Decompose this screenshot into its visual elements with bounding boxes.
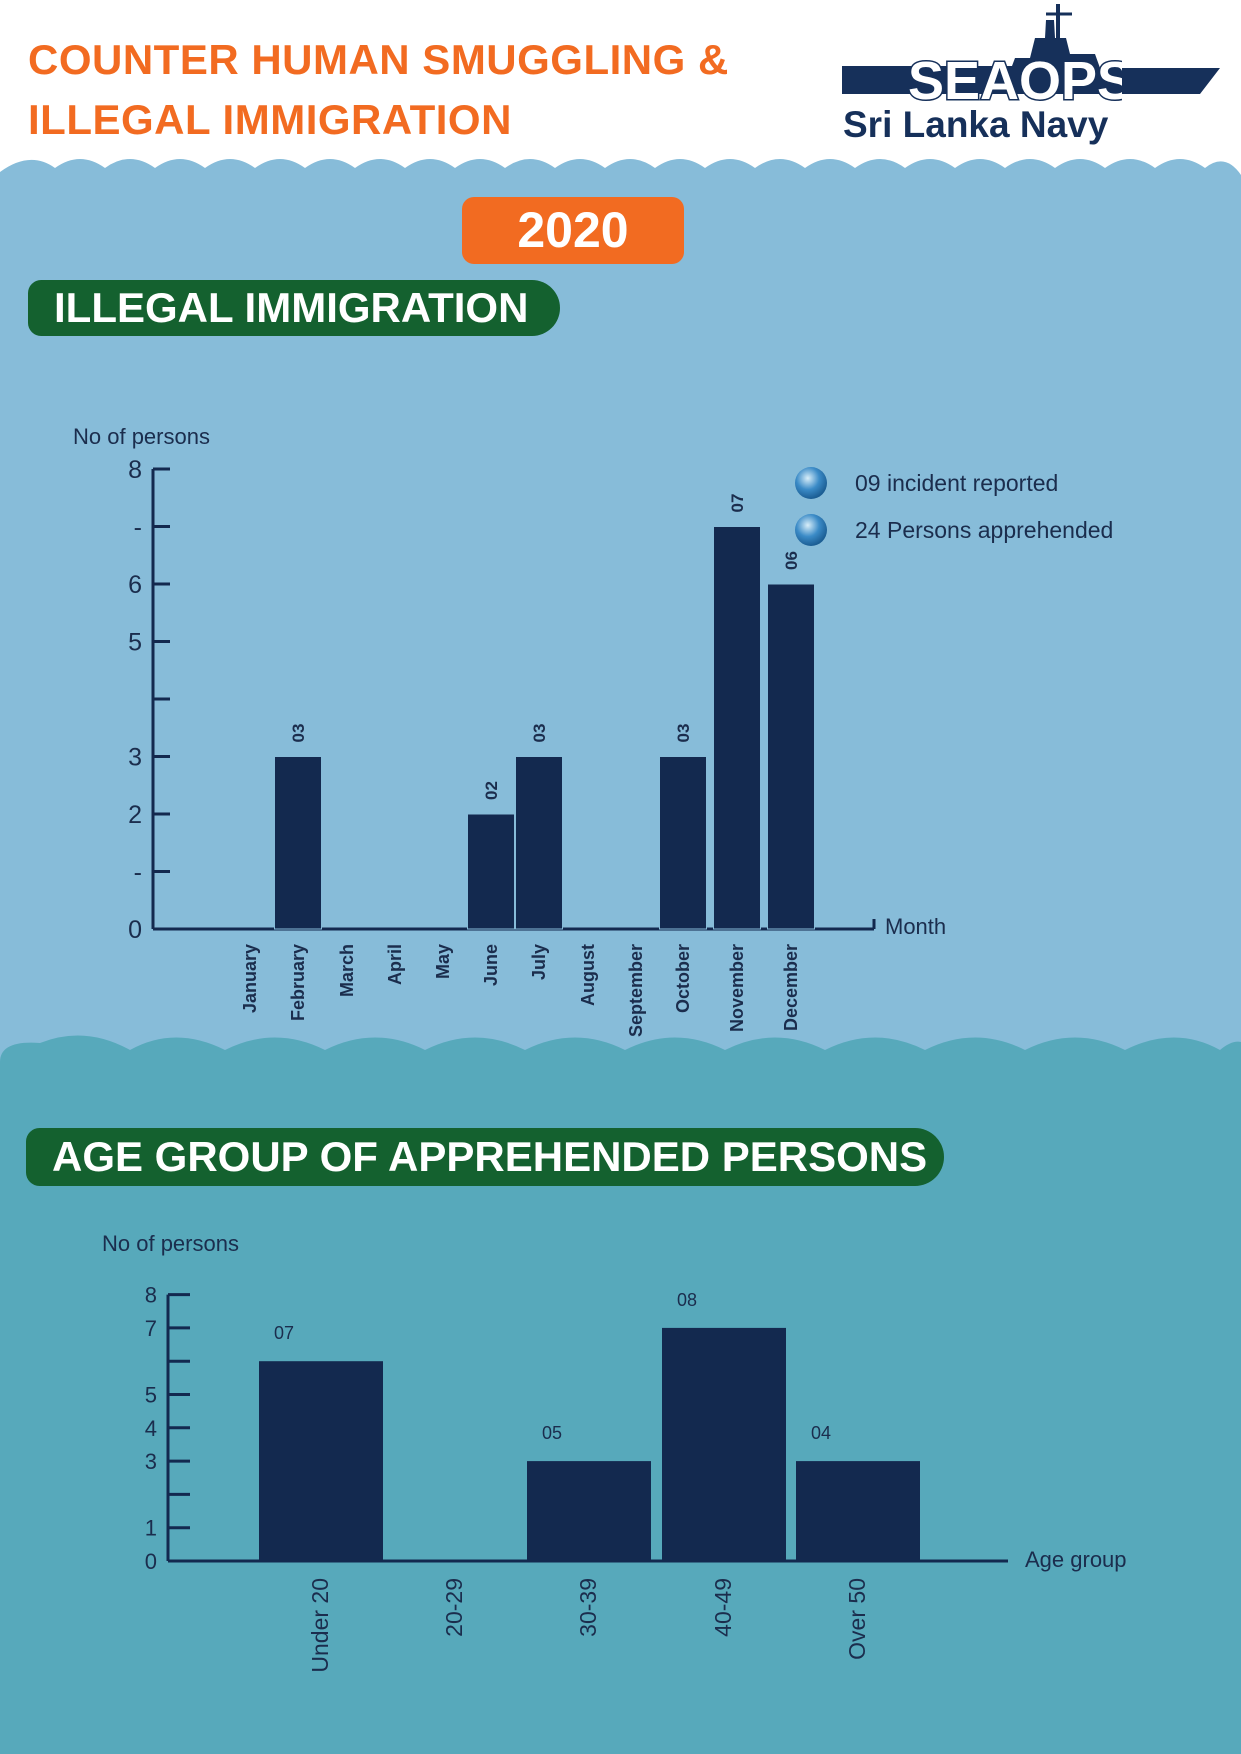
logo-subtitle: Sri Lanka Navy [843, 104, 1109, 145]
y-tick-label: 6 [128, 571, 142, 599]
bar [659, 756, 707, 930]
x-tick-label: June [481, 944, 501, 986]
x-tick-label: December [781, 944, 801, 1031]
y-axis-label: No of persons [73, 424, 210, 449]
data-label: 03 [289, 724, 308, 743]
bar [515, 756, 563, 930]
legend-entry: 09 incident reported [855, 470, 1058, 496]
data-label: 04 [811, 1423, 831, 1443]
bar [713, 526, 761, 930]
y-tick-label: 8 [145, 1283, 157, 1308]
header-wave [0, 0, 1241, 175]
y-tick-label: 5 [128, 629, 142, 657]
y-tick-label: 4 [145, 1416, 157, 1441]
y-tick-label: 3 [128, 744, 142, 772]
navy-ship-icon [842, 4, 1220, 94]
y-tick-label: 2 [128, 801, 142, 829]
lower-water [0, 1035, 1241, 1754]
legend-entry: 24 Persons apprehended [855, 517, 1113, 543]
x-tick-label: September [626, 944, 646, 1037]
y-tick-label: 3 [145, 1449, 157, 1474]
y-axis-label: No of persons [102, 1231, 239, 1256]
section-label-illegal-immigration: ILLEGAL IMMIGRATION [28, 280, 560, 336]
y-tick-label: 0 [128, 916, 142, 944]
x-tick-label: Over 50 [844, 1578, 870, 1660]
data-label: 08 [677, 1290, 697, 1310]
year-badge: 2020 [462, 197, 684, 264]
x-tick-label: January [240, 944, 260, 1013]
y-tick-label: - [134, 859, 142, 887]
bar [796, 1461, 920, 1561]
x-tick-label: 20-29 [441, 1578, 467, 1637]
page-title-line2: ILLEGAL IMMIGRATION [28, 96, 512, 143]
x-tick-label: October [673, 944, 693, 1013]
x-tick-label: February [288, 944, 308, 1021]
bar [527, 1461, 651, 1561]
x-tick-label: May [433, 944, 453, 979]
y-tick-label: - [134, 514, 142, 542]
blue-bubble-icon [795, 467, 827, 499]
page-title-line1: COUNTER HUMAN SMUGGLING & [28, 36, 729, 83]
section-label-age-group: AGE GROUP OF APPREHENDED PERSONS [26, 1128, 944, 1186]
monthly-bar-chart: No of persons Month 0 - 2 3 5 6 - 8 January 03 Fe… [73, 424, 1113, 1037]
data-label: 03 [530, 724, 549, 743]
bar [767, 583, 815, 930]
data-label: 02 [482, 781, 501, 800]
bar [259, 1361, 383, 1561]
blue-bubble-icon [795, 514, 827, 546]
x-tick-label: March [337, 944, 357, 997]
data-label: 07 [274, 1323, 294, 1343]
x-axis-label: Month [885, 914, 946, 939]
x-tick-label: April [385, 944, 405, 985]
y-tick-label: 5 [145, 1383, 157, 1408]
x-tick-label: Under 20 [307, 1578, 333, 1673]
data-label: 06 [782, 551, 801, 570]
y-tick-label: 7 [145, 1316, 157, 1341]
svg-text:SEAOPS: SEAOPS [908, 51, 1122, 106]
bar [662, 1327, 786, 1561]
data-label: 03 [674, 724, 693, 743]
logo-text: SEAOPS [907, 50, 1123, 107]
bar [467, 813, 515, 930]
y-tick-label: 1 [145, 1516, 157, 1541]
data-label: 05 [542, 1423, 562, 1443]
x-axis-label: Age group [1025, 1547, 1127, 1572]
y-tick-label: 0 [145, 1549, 157, 1574]
x-tick-label: July [529, 944, 549, 980]
x-tick-label: November [727, 944, 747, 1032]
x-tick-label: August [578, 944, 598, 1006]
bar [274, 756, 322, 930]
data-label: 07 [728, 494, 747, 513]
y-tick-label: 8 [128, 456, 142, 484]
x-tick-label: 30-39 [575, 1578, 601, 1637]
x-tick-label: 40-49 [710, 1578, 736, 1637]
